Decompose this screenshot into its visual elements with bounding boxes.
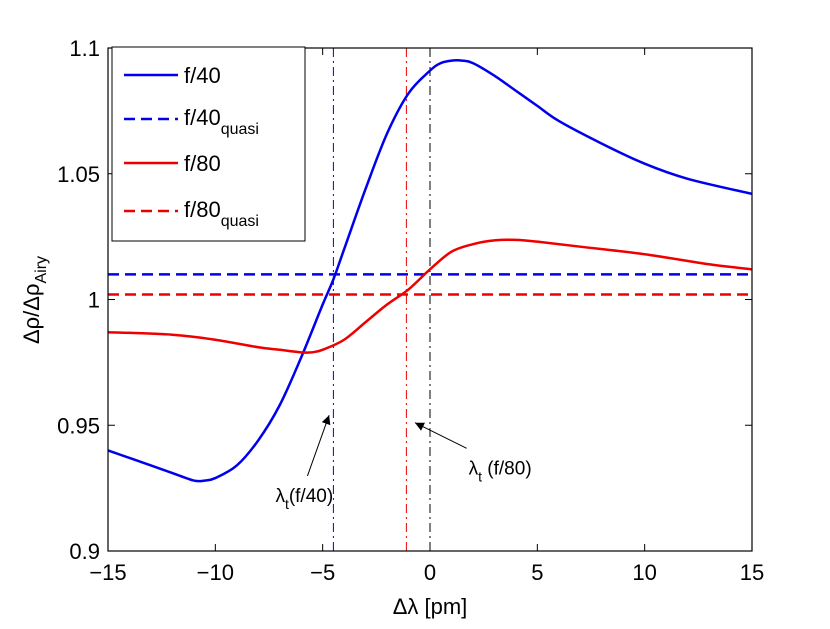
y-axis-label-main: Δρ/Δρ bbox=[19, 284, 44, 345]
annotation-lambda-symbol-f80: λ bbox=[469, 458, 479, 479]
annotation-lambda-f80: λt (f/80) bbox=[414, 422, 532, 484]
annotation-arrow-f40 bbox=[306, 415, 331, 477]
y-axis-label-sub: Airy bbox=[33, 256, 50, 284]
legend-label-f40-name: f/40 bbox=[184, 63, 221, 88]
series-f40 bbox=[108, 59, 752, 483]
legend: f/40 f/40quasi f/80 f/80quasi bbox=[111, 46, 306, 242]
legend-label-f80-quasi-sub: quasi bbox=[221, 213, 259, 230]
legend-box bbox=[111, 46, 306, 242]
axis-ticks: −15 −10 −5 0 5 10 15 0.9 0.95 1 1.05 1.1 bbox=[57, 36, 764, 585]
y-tick-label: 0.95 bbox=[57, 413, 100, 438]
legend-label-f80-quasi-name: f/80 bbox=[184, 197, 221, 222]
legend-label-f40-quasi-name: f/40 bbox=[184, 105, 221, 130]
annotation-lambda-symbol-f40: λ bbox=[275, 486, 285, 507]
annotation-lambda-after-f80: (f/80) bbox=[482, 458, 532, 479]
series-group bbox=[108, 59, 752, 483]
vertical-lines bbox=[332, 48, 431, 551]
y-tick-label: 1.05 bbox=[57, 162, 100, 187]
x-axis-label-prefix: Δλ bbox=[393, 594, 419, 619]
x-tick-label: −5 bbox=[310, 560, 335, 585]
x-tick-label: 15 bbox=[740, 560, 764, 585]
x-tick-label: 5 bbox=[531, 560, 543, 585]
annotation-lambda-after-f40: (f/40) bbox=[289, 486, 333, 507]
x-tick-label: 10 bbox=[632, 560, 656, 585]
y-axis-label: Δρ/ΔρAiry bbox=[19, 256, 50, 344]
y-tick-label: 0.9 bbox=[69, 539, 100, 564]
x-tick-label: −15 bbox=[89, 560, 126, 585]
x-axis-label-suffix: [pm] bbox=[418, 594, 467, 619]
annotation-lambda-sub-f40: t bbox=[285, 496, 289, 512]
y-tick-label: 1 bbox=[88, 288, 100, 313]
legend-label-f40-quasi: f/40quasi bbox=[184, 105, 259, 138]
series-f80 bbox=[108, 238, 752, 354]
y-tick-label: 1.1 bbox=[69, 36, 100, 61]
legend-label-f80-quasi: f/80quasi bbox=[184, 197, 259, 230]
legend-label-f40: f/40 bbox=[184, 63, 221, 88]
x-axis-label: Δλ [pm] bbox=[393, 594, 468, 619]
annotation-arrow-f80 bbox=[414, 422, 467, 449]
annotation-text-f80: λt (f/80) bbox=[469, 458, 532, 484]
x-tick-label: 0 bbox=[424, 560, 436, 585]
annotation-lambda-f40: λt(f/40) bbox=[275, 415, 333, 512]
x-tick-label: −10 bbox=[197, 560, 234, 585]
legend-label-f80: f/80 bbox=[184, 151, 221, 176]
legend-label-f40-quasi-sub: quasi bbox=[221, 121, 259, 138]
annotation-text-f40: λt(f/40) bbox=[275, 486, 333, 512]
legend-label-f80-name: f/80 bbox=[184, 151, 221, 176]
annotation-lambda-sub-f80: t bbox=[478, 468, 482, 484]
